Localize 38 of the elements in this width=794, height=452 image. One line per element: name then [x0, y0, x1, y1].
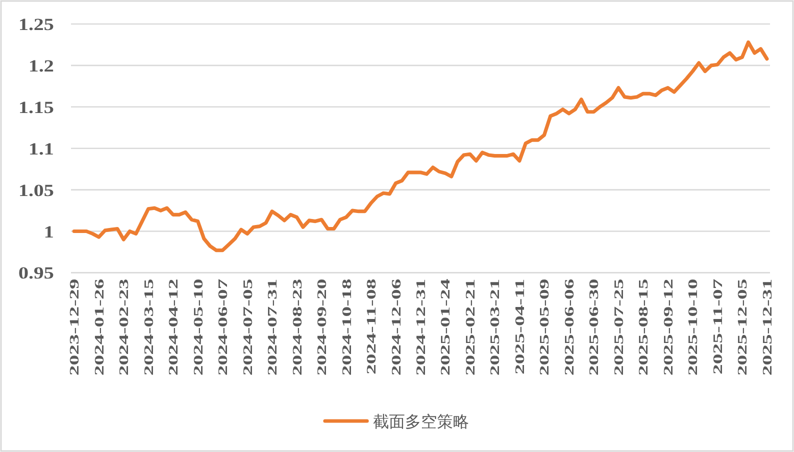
x-tick-label: 2024-10-18: [340, 278, 354, 376]
x-tick-label: 2024-07-05: [240, 278, 255, 376]
x-tick-label: 2025-09-12: [661, 278, 676, 376]
x-tick-label: 2025-12-31: [760, 278, 774, 376]
x-tick-label: 2024-02-23: [116, 278, 132, 376]
y-tick-label: 1: [44, 222, 54, 242]
legend-label: 截面多空策略: [373, 412, 469, 431]
y-tick-label: 1.2: [28, 56, 54, 76]
x-tick-label: 2024-04-12: [166, 278, 181, 376]
x-tick-label: 2025-03-21: [488, 278, 502, 376]
y-tick-label: 1.1: [28, 140, 54, 159]
x-tick-label: 2024-12-31: [414, 278, 428, 376]
x-tick-label: 2024-05-10: [191, 278, 206, 376]
x-tick-label: 2025-07-25: [612, 278, 626, 376]
x-tick-label: 2024-12-06: [389, 278, 404, 376]
x-tick-label: 2023-12-29: [67, 278, 82, 376]
x-tick-label: 2024-07-31: [265, 278, 280, 376]
x-tick-label: 2025-05-09: [537, 278, 552, 376]
x-tick-label: 2025-02-21: [463, 278, 478, 376]
y-tick-label: 1.25: [18, 16, 54, 35]
y-tick-label: 1.15: [18, 98, 54, 118]
x-tick-label: 2025-11-07: [710, 278, 725, 375]
x-tick-label: 2025-12-05: [735, 278, 750, 376]
x-tick-label: 2024-03-15: [142, 278, 156, 376]
x-tick-label: 2025-06-06: [562, 278, 576, 376]
x-tick-label: 2024-11-08: [364, 278, 379, 375]
x-tick-label: 2025-04-11: [512, 278, 527, 375]
x-tick-label: 2024-01-26: [92, 278, 106, 376]
x-tick-label: 2025-01-24: [438, 278, 453, 376]
x-tick-label: 2025-10-10: [686, 278, 700, 376]
x-tick-label: 2025-08-15: [636, 278, 651, 376]
y-tick-label: 1.05: [18, 181, 54, 200]
x-tick-label: 2024-08-23: [290, 278, 304, 376]
x-tick-label: 2024-06-07: [216, 278, 230, 376]
x-tick-label: 2025-06-30: [586, 278, 602, 376]
y-tick-label: 0.95: [18, 264, 54, 284]
x-tick-label: 2024-09-20: [314, 278, 330, 376]
line-series: [72, 40, 769, 252]
